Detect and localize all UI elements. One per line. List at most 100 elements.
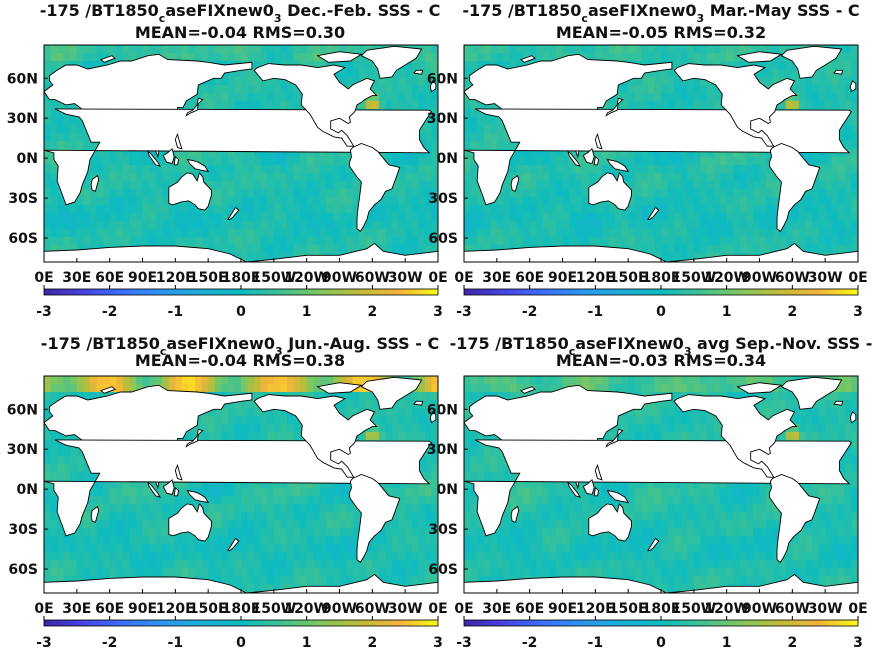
sss-cell xyxy=(96,236,104,246)
sss-cell xyxy=(339,236,347,246)
sss-cell xyxy=(628,196,636,206)
sss-cell xyxy=(234,236,242,246)
sss-cell xyxy=(70,431,78,441)
sss-cell xyxy=(693,52,701,62)
sss-cell xyxy=(785,45,793,54)
sss-cell xyxy=(103,551,111,561)
sss-cell xyxy=(405,220,413,230)
sss-cell xyxy=(418,407,426,417)
sss-cell xyxy=(549,172,557,182)
sss-cell xyxy=(300,212,308,222)
sss-cell xyxy=(306,383,314,393)
sss-cell xyxy=(44,567,52,577)
sss-cell xyxy=(477,132,485,142)
sss-cell xyxy=(687,148,695,158)
sss-cell xyxy=(63,559,71,569)
sss-cell xyxy=(549,236,557,246)
sss-cell xyxy=(44,180,52,190)
sss-cell xyxy=(247,519,255,529)
sss-cell xyxy=(739,212,747,222)
sss-cell xyxy=(352,407,360,417)
sss-cell xyxy=(392,148,400,158)
sss-cell xyxy=(332,212,341,222)
sss-cell xyxy=(398,164,406,174)
land-14 xyxy=(413,69,424,75)
sss-cell xyxy=(628,172,636,182)
sss-cell xyxy=(641,172,649,182)
sss-cell xyxy=(162,559,170,569)
sss-cell xyxy=(57,204,65,214)
sss-cell xyxy=(392,196,400,206)
x-tick-label: 120E xyxy=(576,270,615,286)
sss-cell xyxy=(411,156,419,166)
sss-cell xyxy=(241,148,249,158)
sss-cell xyxy=(260,252,268,262)
sss-cell xyxy=(254,487,262,497)
sss-cell xyxy=(825,148,833,158)
sss-cell xyxy=(674,100,682,110)
sss-cell xyxy=(286,551,295,561)
sss-cell xyxy=(44,495,52,505)
sss-cell xyxy=(831,60,839,70)
sss-cell xyxy=(411,431,419,441)
sss-cell xyxy=(227,383,236,393)
sss-cell xyxy=(221,164,229,174)
sss-cell xyxy=(628,84,636,94)
sss-cell xyxy=(536,172,544,182)
sss-cell xyxy=(759,180,767,190)
sss-cell xyxy=(129,220,137,230)
sss-cell xyxy=(772,236,780,246)
sss-cell xyxy=(306,220,314,230)
sss-cell xyxy=(365,559,373,569)
sss-cell xyxy=(162,479,170,489)
sss-cell xyxy=(405,527,413,537)
sss-cell xyxy=(332,228,341,238)
sss-cell xyxy=(661,84,669,94)
sss-cell xyxy=(851,45,858,54)
sss-cell xyxy=(398,431,406,441)
sss-cell xyxy=(674,252,682,262)
sss-cell xyxy=(398,527,406,537)
sss-cell xyxy=(385,407,393,417)
sss-cell xyxy=(44,487,52,497)
sss-cell xyxy=(273,236,281,246)
sss-cell xyxy=(241,212,249,222)
sss-cell xyxy=(339,204,347,214)
sss-cell xyxy=(431,455,438,465)
colorbar-tick-label: -1 xyxy=(588,304,604,320)
sss-cell xyxy=(706,52,715,62)
sss-cell xyxy=(424,204,433,214)
sss-cell xyxy=(798,228,807,238)
sss-cell xyxy=(221,376,229,385)
sss-cell xyxy=(411,236,419,246)
sss-cell xyxy=(76,124,84,134)
sss-cell xyxy=(103,495,111,505)
sss-cell xyxy=(234,399,242,409)
x-tick-label: 60W xyxy=(775,270,810,286)
sss-cell xyxy=(431,60,438,70)
sss-cell xyxy=(149,503,157,513)
sss-cell xyxy=(116,172,124,182)
sss-cell xyxy=(674,188,682,198)
sss-cell xyxy=(129,551,137,561)
sss-cell xyxy=(280,212,288,222)
sss-cell xyxy=(680,92,688,102)
sss-cell xyxy=(214,431,222,441)
sss-cell xyxy=(693,100,701,110)
sss-cell xyxy=(792,76,800,86)
sss-cell xyxy=(273,252,281,262)
sss-cell xyxy=(805,204,813,214)
sss-cell xyxy=(831,156,839,166)
sss-cell xyxy=(431,45,438,54)
sss-cell xyxy=(332,511,341,521)
sss-cell xyxy=(181,204,190,214)
sss-cell xyxy=(405,188,413,198)
sss-cell xyxy=(286,45,295,54)
sss-cell xyxy=(509,204,518,214)
sss-cell xyxy=(385,100,393,110)
sss-cell xyxy=(339,148,347,158)
sss-cell xyxy=(555,204,564,214)
sss-cell xyxy=(306,236,314,246)
sss-cell xyxy=(44,100,52,110)
sss-cell xyxy=(680,45,688,54)
